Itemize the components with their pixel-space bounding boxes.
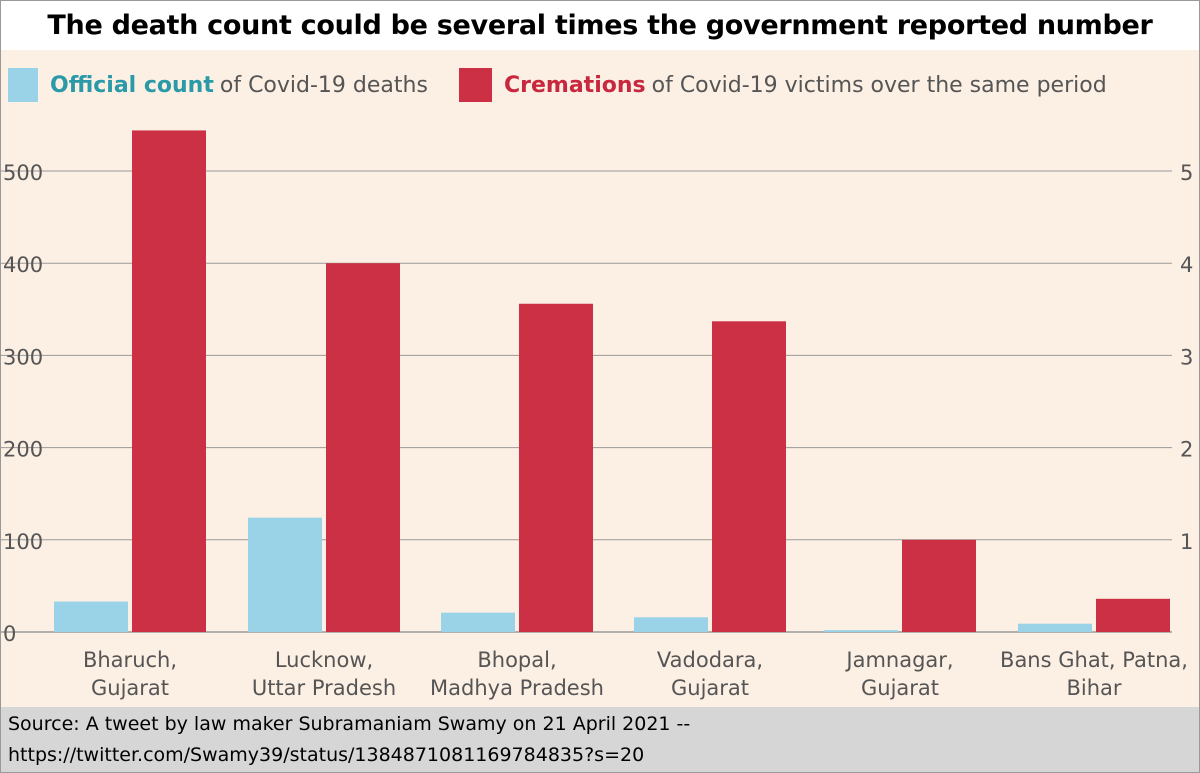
y-tick-label-0: 0	[3, 622, 16, 646]
bar-official-3	[634, 617, 708, 632]
chart-title: The death count could be several times t…	[0, 0, 1200, 50]
legend-item-cremations: Cremations of Covid-19 victims over the …	[459, 68, 1107, 102]
y-tick-label-100: 100	[3, 530, 43, 554]
x-tick-label-3-0: Vadodara,	[657, 648, 763, 672]
bar-cremations-2	[519, 303, 593, 632]
legend-swatch-cremations	[459, 68, 492, 102]
bar-cremations-5	[1096, 598, 1170, 632]
bar-official-2	[441, 612, 515, 632]
bar-official-1	[248, 517, 322, 632]
bar-cremations-3	[712, 321, 786, 632]
bar-cremations-4	[902, 539, 976, 632]
legend-suffix-cremations: of Covid-19 victims over the same period	[651, 72, 1107, 98]
y-tick-label-200: 200	[3, 438, 43, 462]
legend-label-official: Official count	[50, 72, 214, 98]
bar-chart: 0 100 200 300 400 500 5 4 3 2 1 Bharuch, Gujarat Luck…	[0, 130, 1193, 700]
y-tick-label-right-2: 2	[1180, 438, 1193, 462]
y-tick-label-500: 500	[3, 161, 43, 185]
legend: Official count of Covid-19 deaths Cremat…	[0, 50, 1200, 118]
legend-label-cremations: Cremations	[504, 72, 646, 98]
y-tick-label-300: 300	[3, 345, 43, 369]
x-tick-label-5-1: Bihar	[1066, 676, 1121, 700]
source-line-1: Source: A tweet by law maker Subramaniam…	[8, 713, 691, 735]
x-tick-label-0-0: Bharuch,	[83, 648, 177, 672]
y-tick-label-right-3: 3	[1180, 345, 1193, 369]
x-tick-label-4-1: Gujarat	[861, 676, 939, 700]
x-tick-label-2-1: Madhya Pradesh	[430, 676, 604, 700]
legend-swatch-official	[8, 68, 38, 102]
y-tick-label-400: 400	[3, 253, 43, 277]
bar-official-4	[824, 630, 898, 632]
x-tick-label-4-0: Jamnagar,	[844, 648, 953, 672]
source-footer: Source: A tweet by law maker Subramaniam…	[0, 707, 1200, 773]
bar-cremations-1	[326, 263, 400, 632]
x-tick-label-5-0: Bans Ghat, Patna,	[1000, 648, 1188, 672]
source-url: https://twitter.com/Swamy39/status/13848…	[8, 744, 645, 766]
x-tick-label-3-1: Gujarat	[671, 676, 749, 700]
x-tick-label-0-1: Gujarat	[91, 676, 169, 700]
y-tick-label-right-4: 4	[1180, 253, 1193, 277]
y-tick-label-right-5: 5	[1180, 161, 1193, 185]
legend-suffix-official: of Covid-19 deaths	[219, 72, 428, 98]
x-tick-label-1-0: Lucknow,	[275, 648, 373, 672]
bar-official-5	[1018, 623, 1092, 632]
x-tick-label-1-1: Uttar Pradesh	[252, 676, 396, 700]
x-tick-label-2-0: Bhopal,	[477, 648, 556, 672]
bar-cremations-0	[132, 130, 206, 632]
y-tick-label-right-1: 1	[1180, 530, 1193, 554]
legend-item-official: Official count of Covid-19 deaths	[8, 68, 428, 102]
bar-official-0	[54, 601, 128, 632]
